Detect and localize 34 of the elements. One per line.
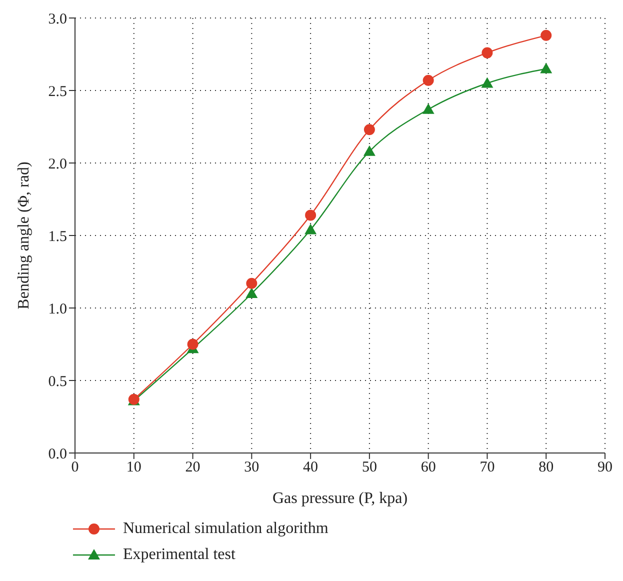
point (422, 103, 434, 114)
legend-label: Numerical simulation algorithm (123, 520, 328, 538)
point (540, 30, 552, 41)
y-tick-label: 1.0 (48, 301, 67, 318)
x-axis-title: Gas pressure (P, kpa) (272, 490, 408, 507)
y-tick-label: 0.5 (48, 374, 67, 390)
y-axis-title: Bending angle (Φ, rad) (16, 162, 33, 310)
point (246, 288, 258, 298)
point (363, 145, 376, 156)
point (482, 47, 493, 58)
legend-label: Experimental test (123, 546, 236, 564)
y-tick-label: 2.0 (48, 156, 67, 172)
x-tick-label: 20 (185, 460, 200, 476)
x-tick-label: 50 (362, 460, 377, 476)
y-tick-label: 2.5 (48, 84, 67, 100)
point (304, 224, 317, 234)
point (422, 74, 434, 86)
x-tick-label: 80 (538, 460, 554, 476)
x-tick-label: 90 (598, 460, 612, 476)
point (187, 338, 198, 350)
point (540, 62, 552, 74)
point (481, 77, 494, 88)
point (246, 278, 258, 289)
y-tick-label: 0.0 (48, 446, 67, 462)
x-tick-label: 30 (244, 460, 260, 476)
point (364, 124, 375, 136)
point (305, 210, 316, 221)
x-tick-label: 0 (71, 460, 79, 476)
x-tick-label: 70 (480, 460, 495, 476)
y-tick-label: 1.5 (48, 228, 67, 245)
x-tick-label: 60 (420, 460, 436, 476)
y-tick-label: 3.0 (48, 11, 67, 28)
x-tick-label: 40 (303, 460, 318, 476)
x-tick-label: 10 (126, 460, 142, 476)
